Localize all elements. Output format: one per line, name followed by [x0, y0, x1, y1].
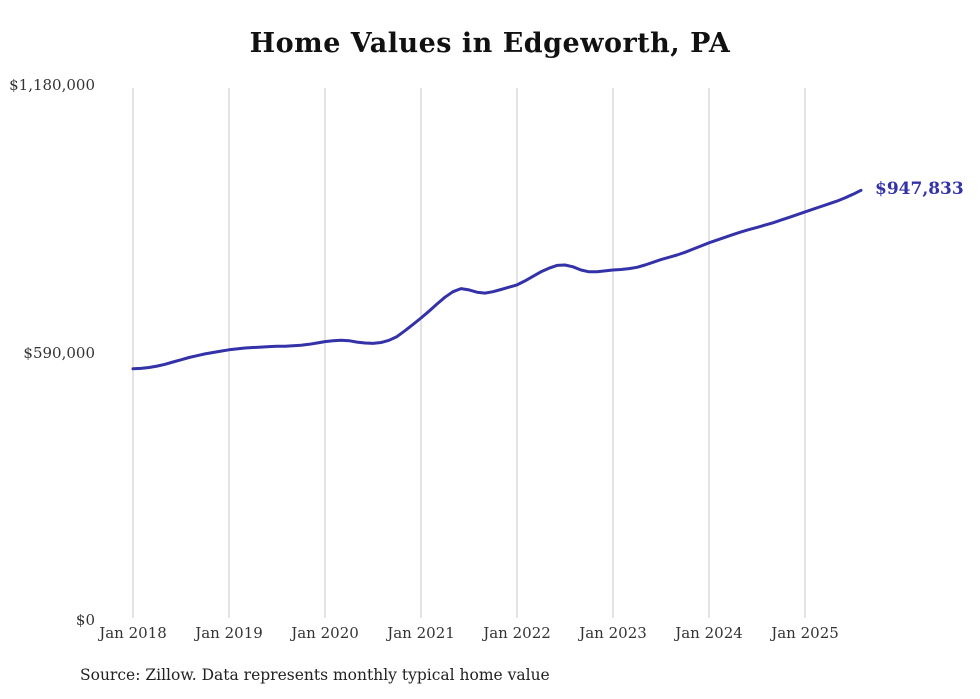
x-axis-tick-label: Jan 2020 [291, 624, 359, 642]
y-axis-tick-label: $590,000 [23, 343, 95, 362]
x-axis-tick-label: Jan 2019 [195, 624, 263, 642]
x-axis-tick-label: Jan 2025 [771, 624, 839, 642]
vertical-gridlines [132, 88, 806, 618]
chart-title: Home Values in Edgeworth, PA [249, 28, 731, 59]
source-note: Source: Zillow. Data represents monthly … [80, 666, 550, 684]
x-axis-tick-label: Jan 2023 [579, 624, 647, 642]
end-value-label: $947,833 [875, 179, 964, 200]
x-axis-tick-label: Jan 2022 [483, 624, 551, 642]
y-axis-tick-label: $0 [75, 611, 95, 629]
x-axis-tick-label: Jan 2021 [387, 624, 455, 642]
x-axis-tick-label: Jan 2018 [99, 624, 167, 642]
home-value-line-series [131, 188, 863, 371]
y-axis-tick-label: $1,180,000 [9, 76, 95, 94]
x-axis-tick-label: Jan 2024 [675, 624, 743, 642]
